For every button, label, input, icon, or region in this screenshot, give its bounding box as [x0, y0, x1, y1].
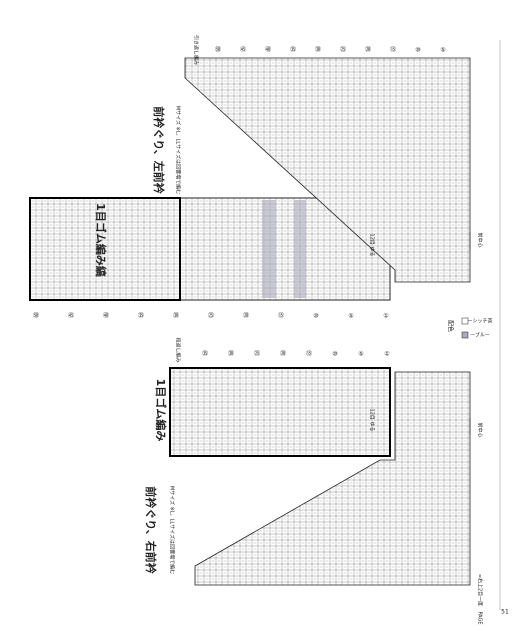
label: ㊵ [265, 46, 271, 54]
label: ① [383, 313, 388, 320]
label: ⑮ [390, 46, 396, 54]
label: ㉟ [202, 350, 208, 358]
rib-grid [29, 197, 391, 301]
label: ㊺ [240, 46, 246, 54]
page-number: 51 [501, 609, 509, 616]
label: ㊺ [68, 312, 74, 320]
label: ㉕ [208, 312, 214, 320]
label: ㉚ [315, 46, 321, 54]
label: ⑤ [440, 47, 445, 54]
label: ⑤ [358, 351, 363, 358]
label: ㉕ [340, 46, 346, 54]
note: Mサイズ ※L、LLサイズは回響増で編む [175, 106, 182, 194]
title: 前衿ぐり、左前衿 [152, 106, 166, 194]
title: 配色 [447, 320, 455, 332]
label: ⑳ [365, 46, 371, 54]
label: ㊿ [215, 46, 221, 54]
stripe [294, 200, 306, 298]
legend-swatch [461, 317, 469, 325]
gauge-label: 12目 ゆる [369, 409, 375, 432]
label: ーブルー [470, 332, 490, 339]
rib-grid [169, 367, 391, 457]
label: ㊿ [33, 312, 39, 320]
title: 前衿ぐり、右前衿 [144, 486, 158, 574]
label: ㉚ [228, 350, 234, 358]
neck-grid [184, 57, 471, 283]
label: ーシッチ茶 [468, 318, 493, 325]
legend-swatch [461, 331, 469, 339]
label: ㉟ [138, 312, 144, 320]
label: ① [384, 351, 389, 358]
gauge-label: 12目 ゆる [369, 234, 375, 257]
label: ㉟ [290, 46, 296, 54]
label: ㉚ [173, 312, 179, 320]
key-label: =右上2目一度 [477, 574, 484, 606]
stripe [262, 200, 276, 298]
label: ⑩ [332, 351, 337, 358]
note: Mサイズ ※L、LLサイズは回響増で編む [169, 486, 176, 574]
label: ㉕ [254, 350, 260, 358]
band-label: 1目ゴム編み縞 [94, 203, 108, 277]
neck-grid [194, 371, 471, 586]
label: ⑩ [415, 47, 420, 54]
turn-label: 段返し編み [175, 337, 182, 362]
label: ⑩ [313, 313, 318, 320]
label: ⑳ [280, 350, 286, 358]
label: ⑮ [278, 312, 284, 320]
label: ㊵ [103, 312, 109, 320]
label: ⑤ [348, 313, 353, 320]
label: ⑳ [243, 312, 249, 320]
label: ⑮ [306, 350, 312, 358]
center-label: 前中心 [477, 422, 484, 437]
turn-label: 引き返し編み [193, 35, 200, 65]
band-label: 1目ゴム編み [154, 379, 168, 442]
band-box [29, 197, 181, 301]
center-label: 前中心 [477, 232, 484, 247]
page-word: PAGE [477, 611, 483, 624]
